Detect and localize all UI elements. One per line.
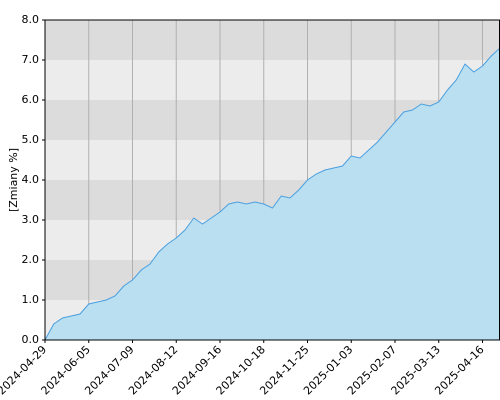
y-tick-label: 7.0 bbox=[22, 53, 40, 66]
y-axis-label: [Zmiany %] bbox=[7, 148, 20, 212]
y-tick-label: 4.0 bbox=[22, 173, 40, 186]
y-tick-label: 0.0 bbox=[22, 333, 40, 346]
grid-band bbox=[45, 20, 500, 60]
y-tick-label: 1.0 bbox=[22, 293, 40, 306]
grid-band bbox=[45, 60, 500, 100]
line bbox=[44, 47, 500, 341]
y-tick-label: 8.0 bbox=[22, 13, 40, 26]
area bbox=[45, 48, 500, 340]
y-tick-label: 6.0 bbox=[22, 93, 40, 106]
y-tick-label: 5.0 bbox=[22, 133, 40, 146]
y-tick-label: 3.0 bbox=[22, 213, 40, 226]
y-tick-label: 2.0 bbox=[22, 253, 40, 266]
